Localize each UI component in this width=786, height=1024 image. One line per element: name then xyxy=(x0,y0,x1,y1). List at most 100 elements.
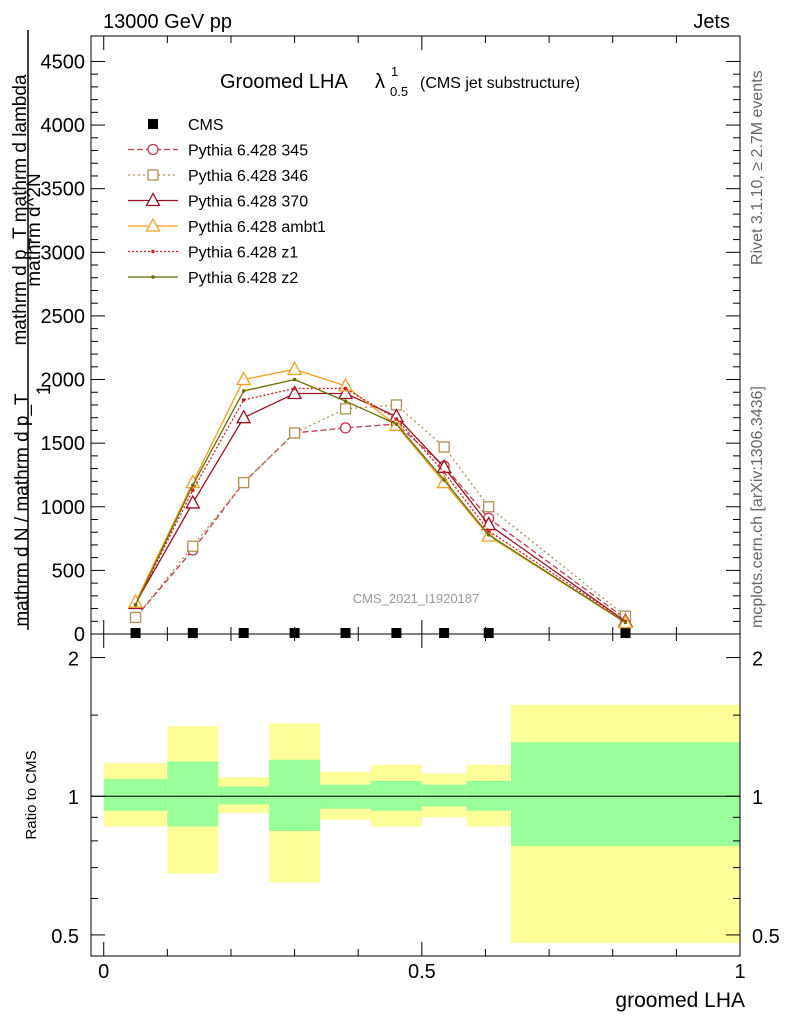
title-sub: 0.5 xyxy=(390,84,408,99)
data-point xyxy=(483,501,495,513)
ratio-ytick-labels: 0.5 0.5 1 1 2 2 xyxy=(51,649,780,948)
legend-marker xyxy=(147,169,159,181)
legend-marker xyxy=(147,143,159,156)
legend-item: Pythia 6.428 z1 xyxy=(128,245,298,262)
data-point xyxy=(442,470,446,475)
legend-marker xyxy=(151,275,155,279)
data-point xyxy=(292,386,297,391)
ratio-ticks xyxy=(91,657,740,936)
data-point xyxy=(483,628,494,638)
legend-item: CMS xyxy=(148,117,224,134)
data-point xyxy=(442,478,446,482)
series-line xyxy=(134,368,626,624)
main-ytick-label: 1500 xyxy=(41,433,86,455)
data-point xyxy=(129,611,142,624)
data-point xyxy=(289,628,300,638)
series-4 xyxy=(127,360,634,629)
xtick-label: 0 xyxy=(98,961,109,983)
legend-label: Pythia 6.428 346 xyxy=(188,168,308,185)
data-point xyxy=(339,422,352,434)
ratio-band-stat xyxy=(167,761,219,827)
data-point xyxy=(394,417,399,421)
data-point xyxy=(185,494,201,509)
ylabel-prefix-denominator: mathrm d N / mathrm d p_T xyxy=(12,393,33,627)
ratio-panel: 0.5 0.5 1 1 2 2 0 0.5 1 Ratio to CMS groomed LH… xyxy=(23,633,780,1012)
ylabel-numerator: mathrm d^2N xyxy=(24,173,45,286)
title-main: Groomed LHA xyxy=(220,71,348,93)
data-point xyxy=(486,529,491,533)
ratio-ytick-label: 0.5 xyxy=(51,926,79,948)
data-point xyxy=(391,628,402,638)
rivet-label: Rivet 3.1.10, ≥ 2.7M events xyxy=(749,70,766,265)
series-line xyxy=(135,404,626,618)
data-point xyxy=(133,602,138,607)
xtick-label: 1 xyxy=(734,961,745,983)
legend-item: Pythia 6.428 370 xyxy=(128,192,308,211)
data-point xyxy=(287,385,303,400)
data-point xyxy=(241,398,246,402)
legend-marker xyxy=(148,119,158,129)
data-point xyxy=(339,403,352,415)
data-point xyxy=(343,386,348,391)
data-point xyxy=(623,620,628,625)
xlabel: groomed LHA xyxy=(615,989,745,1012)
title-lambda: λ xyxy=(375,71,385,93)
ratio-band-stat xyxy=(421,784,467,807)
main-ytick-label: 2000 xyxy=(41,370,86,392)
ratio-band-stat xyxy=(269,759,321,832)
legend-label: Pythia 6.428 ambt1 xyxy=(188,219,326,236)
ratio-frame xyxy=(90,633,741,957)
legend-item: Pythia 6.428 346 xyxy=(128,168,308,185)
x-ticks xyxy=(103,634,741,956)
main-ytick-label: 1000 xyxy=(41,497,86,519)
data-point xyxy=(337,377,354,392)
ratio-band-stat xyxy=(510,742,740,846)
data-point xyxy=(486,532,491,537)
main-ytick-label: 4500 xyxy=(41,51,86,73)
ratio-band-stat xyxy=(218,786,270,805)
ratio-band-stat xyxy=(103,779,168,811)
main-ytick-label: 3500 xyxy=(41,179,86,201)
legend-label: Pythia 6.428 370 xyxy=(188,194,308,211)
legend-label: Pythia 6.428 345 xyxy=(188,143,308,160)
main-ytick-labels: 0 500 1000 1500 2000 2500 3000 3500 4000 4500 xyxy=(41,51,86,646)
data-point xyxy=(292,377,297,382)
mcplots-label: mcplots.cern.ch [arXiv:1306.3436] xyxy=(749,386,766,628)
main-panel: 0 500 1000 1500 2000 2500 3000 3500 4000 4500 CMS… xyxy=(41,35,741,646)
legend-item: Pythia 6.428 ambt1 xyxy=(128,217,326,236)
legend-marker xyxy=(145,217,161,232)
data-point xyxy=(337,385,354,400)
main-ticks xyxy=(91,36,741,635)
xtick-label: 0.5 xyxy=(408,961,436,983)
series-line xyxy=(134,392,626,622)
title-sup: 1 xyxy=(391,64,398,79)
header-right: Jets xyxy=(693,11,730,33)
main-ytick-label: 500 xyxy=(52,560,85,582)
data-point xyxy=(394,422,399,426)
main-ytick-label: 3000 xyxy=(41,242,86,264)
data-point xyxy=(238,628,249,638)
main-ytick-label: 0 xyxy=(74,624,85,646)
ratio-ytick-label-right: 2 xyxy=(752,649,763,671)
data-point xyxy=(130,628,141,638)
legend-item: Pythia 6.428 z2 xyxy=(128,270,298,287)
ratio-ylabel: Ratio to CMS xyxy=(23,750,40,839)
x-tick-labels: 0 0.5 1 xyxy=(98,961,745,983)
data-point xyxy=(288,427,301,439)
data-point xyxy=(620,628,631,638)
ratio-ytick-label: 2 xyxy=(68,649,79,671)
main-ytick-label: 4000 xyxy=(41,115,86,137)
data-point xyxy=(236,409,252,424)
data-point xyxy=(439,628,450,638)
series-5 xyxy=(133,386,628,624)
series-0 xyxy=(130,628,631,638)
main-ylabel: mathrm d^2N 1 mathrm d p_T mathrm d lamb… xyxy=(10,30,55,630)
ratio-ytick-label-right: 0.5 xyxy=(752,926,780,948)
ratio-ytick-label: 1 xyxy=(68,787,79,809)
data-point xyxy=(238,476,250,489)
series-line xyxy=(134,387,626,622)
series-line xyxy=(134,378,626,624)
header-left: 13000 GeV pp xyxy=(103,11,232,33)
series-2 xyxy=(129,399,632,624)
